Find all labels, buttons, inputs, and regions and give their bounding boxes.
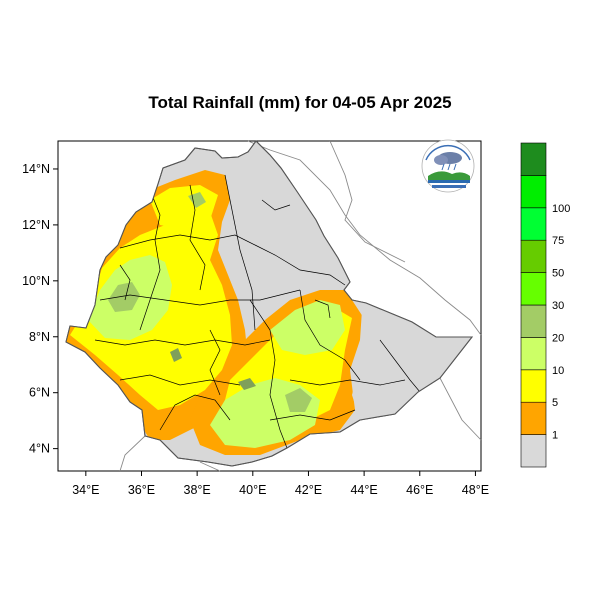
rain-zone-10-20-east xyxy=(270,300,345,355)
legend-swatch xyxy=(520,337,547,371)
admin-boundaries xyxy=(94,174,421,449)
country-outline xyxy=(65,140,474,467)
y-tick-label: 14°N xyxy=(22,162,50,176)
legend-swatch xyxy=(520,272,547,306)
rain-zone-none-afar xyxy=(235,152,350,290)
color-legend: 1 5 10 20 30 50 75 100 xyxy=(520,142,570,468)
rain-zone-30-50-b xyxy=(170,348,182,362)
legend-label: 5 xyxy=(552,397,558,409)
y-tick-label: 4°N xyxy=(29,442,50,456)
rain-zone-30-50 xyxy=(238,378,256,390)
legend-label: 20 xyxy=(552,332,564,344)
x-tick-label: 34°E xyxy=(72,483,99,497)
legend-swatch xyxy=(520,434,547,468)
legend-label: 30 xyxy=(552,300,564,312)
legend-label: 100 xyxy=(552,203,570,215)
legend-swatch xyxy=(520,239,547,273)
legend-swatch xyxy=(520,207,547,241)
x-tick-label: 44°E xyxy=(350,483,377,497)
legend-label: 1 xyxy=(552,430,558,442)
x-tick-label: 36°E xyxy=(128,483,155,497)
legend-swatch xyxy=(520,369,547,403)
legend-label: 50 xyxy=(552,268,564,280)
rain-zone-20-30-a xyxy=(108,282,140,312)
y-tick-label: 12°N xyxy=(22,218,50,232)
legend-label: 75 xyxy=(552,235,564,247)
x-tick-label: 46°E xyxy=(406,483,433,497)
y-tick-label: 10°N xyxy=(22,274,50,288)
legend-label: 10 xyxy=(552,365,564,377)
x-tick-label: 42°E xyxy=(295,483,322,497)
y-axis: 4°N 6°N 8°N 10°N 12°N 14°N xyxy=(22,162,58,456)
meteorology-agency-logo-icon xyxy=(421,139,475,193)
y-tick-label: 6°N xyxy=(29,386,50,400)
rain-zone-20-30-b xyxy=(285,388,312,412)
x-axis: 34°E 36°E 38°E 40°E 42°E 44°E 46°E 48°E xyxy=(72,471,489,497)
x-tick-label: 38°E xyxy=(184,483,211,497)
legend-swatch xyxy=(520,304,547,338)
rain-zone-none-east xyxy=(352,300,472,420)
legend-swatch xyxy=(520,142,547,176)
map-title: Total Rainfall (mm) for 04-05 Apr 2025 xyxy=(148,93,452,112)
y-tick-label: 8°N xyxy=(29,330,50,344)
legend-swatch xyxy=(520,175,547,209)
x-tick-label: 40°E xyxy=(239,483,266,497)
x-tick-label: 48°E xyxy=(462,483,489,497)
legend-swatch xyxy=(520,401,547,435)
